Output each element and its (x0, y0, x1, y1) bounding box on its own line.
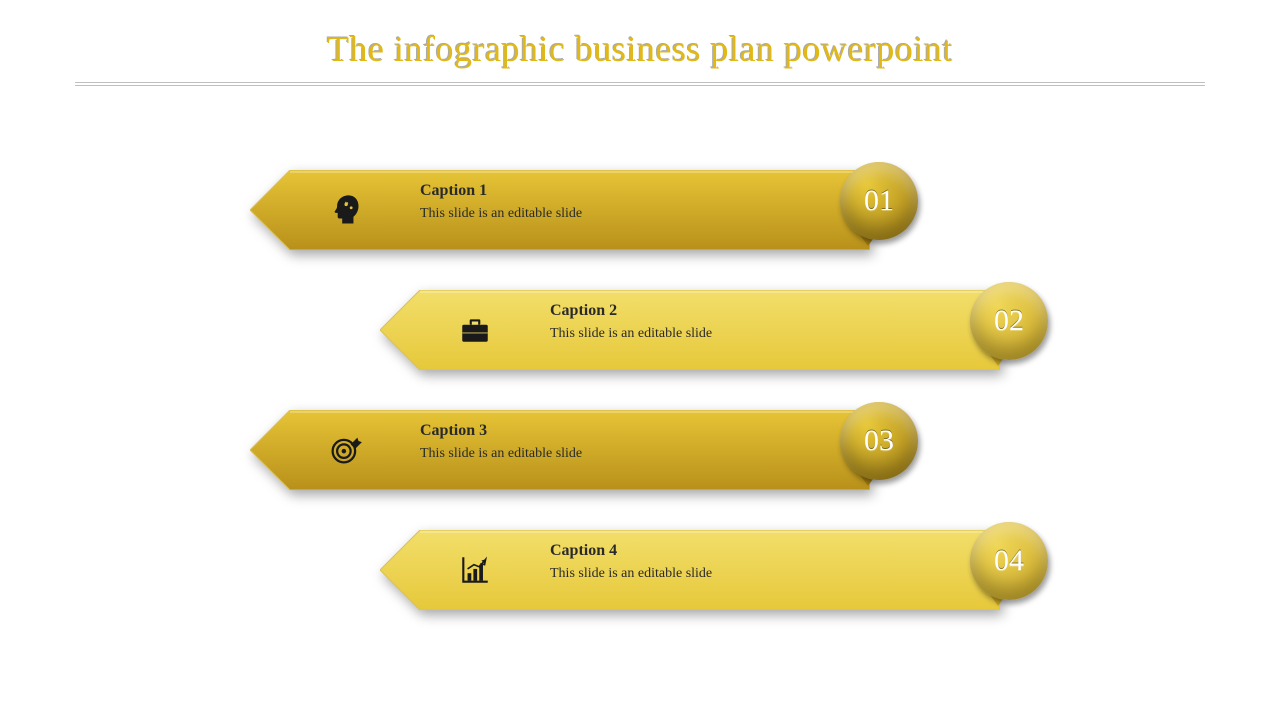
caption-block: Caption 4 This slide is an editable slide (550, 542, 712, 582)
caption-title: Caption 3 (420, 422, 582, 440)
briefcase-icon (430, 290, 520, 370)
number-badge: 03 (840, 402, 918, 480)
infographic-row: Caption 2 This slide is an editable slide… (0, 290, 1280, 370)
caption-block: Caption 3 This slide is an editable slide (420, 422, 582, 462)
number-badge: 01 (840, 162, 918, 240)
number-badge: 04 (970, 522, 1048, 600)
infographic-row: Caption 3 This slide is an editable slide… (0, 410, 1280, 490)
badge-number: 02 (994, 304, 1024, 338)
caption-desc: This slide is an editable slide (550, 566, 712, 582)
number-badge: 02 (970, 282, 1048, 360)
badge-number: 03 (864, 424, 894, 458)
caption-block: Caption 2 This slide is an editable slide (550, 302, 712, 342)
badge-number: 01 (864, 184, 894, 218)
caption-desc: This slide is an editable slide (550, 326, 712, 342)
growth-chart-icon (430, 530, 520, 610)
caption-title: Caption 2 (550, 302, 712, 320)
caption-title: Caption 1 (420, 182, 582, 200)
rows-container: Caption 1 This slide is an editable slide… (0, 170, 1280, 650)
caption-desc: This slide is an editable slide (420, 446, 582, 462)
infographic-row: Caption 4 This slide is an editable slide… (0, 530, 1280, 610)
infographic-row: Caption 1 This slide is an editable slide… (0, 170, 1280, 250)
page-title: The infographic business plan powerpoint (327, 28, 953, 70)
caption-block: Caption 1 This slide is an editable slide (420, 182, 582, 222)
title-divider (75, 82, 1205, 86)
target-icon (300, 410, 390, 490)
badge-number: 04 (994, 544, 1024, 578)
caption-title: Caption 4 (550, 542, 712, 560)
caption-desc: This slide is an editable slide (420, 206, 582, 222)
head-gears-icon (300, 170, 390, 250)
